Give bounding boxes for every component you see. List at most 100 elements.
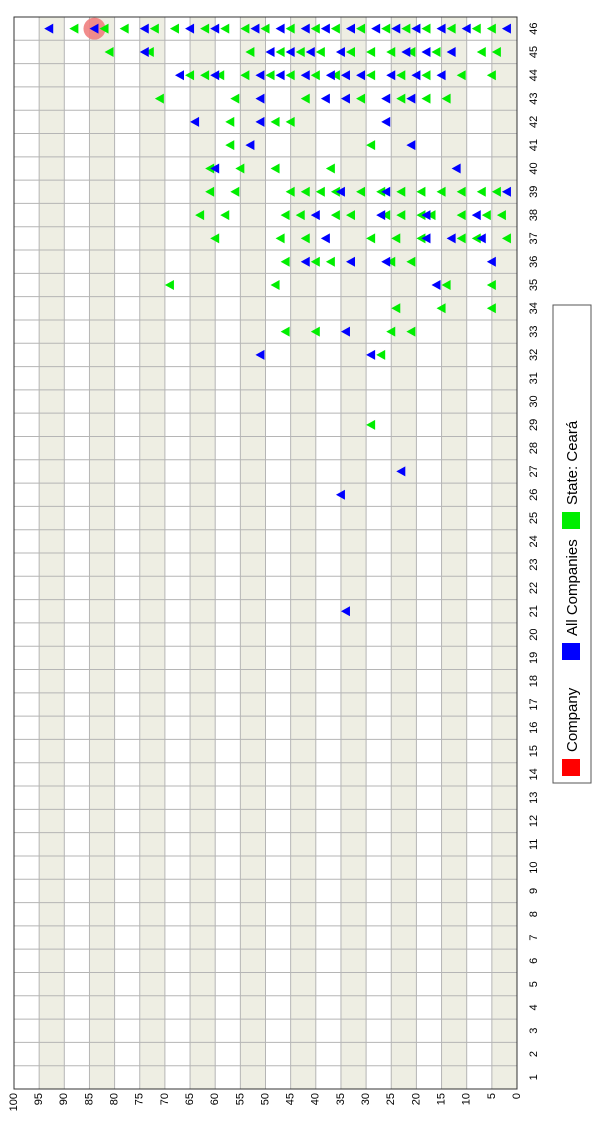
y-tick-label: 20 [410, 1093, 422, 1105]
state-point [366, 70, 376, 81]
state-point [486, 303, 496, 314]
state-point [436, 303, 446, 314]
state-point [356, 23, 366, 34]
all-companies-point [300, 256, 310, 267]
x-tick-label: 17 [528, 698, 540, 710]
x-tick-label: 42 [528, 116, 540, 128]
x-tick-label: 25 [528, 512, 540, 524]
y-axis-ticks: 100 95 90 85 80 75 70 65 60 55 50 45 40 35 30 25 20 15 10 5… [8, 1093, 523, 1111]
all-companies-point [471, 210, 481, 221]
state-point [225, 116, 235, 127]
y-tick-label: 50 [259, 1093, 271, 1105]
x-tick-label: 30 [528, 395, 540, 407]
state-point [225, 140, 235, 151]
state-point [386, 46, 396, 57]
state-point [416, 233, 426, 244]
state-point [456, 70, 466, 81]
state-point [416, 186, 426, 197]
state-point [300, 93, 310, 104]
state-point [285, 70, 295, 81]
state-point [280, 210, 290, 221]
y-tick-label: 10 [461, 1093, 473, 1105]
x-tick-label: 19 [528, 652, 540, 664]
legend-swatch-all-companies [562, 643, 580, 660]
state-point [315, 186, 325, 197]
all-companies-point [346, 23, 356, 34]
state-point [356, 93, 366, 104]
state-point [205, 186, 215, 197]
state-point [421, 70, 431, 81]
all-companies-point [265, 46, 275, 57]
state-point [325, 256, 335, 267]
x-tick-label: 26 [528, 489, 540, 501]
all-companies-point [185, 23, 195, 34]
all-companies-point [320, 93, 330, 104]
state-point [235, 163, 245, 174]
legend-swatch-company [562, 759, 580, 776]
legend-box [552, 304, 592, 784]
state-point [230, 93, 240, 104]
all-companies-point [381, 186, 391, 197]
x-tick-label: 34 [528, 302, 540, 314]
x-tick-label: 24 [528, 535, 540, 547]
all-companies-point [210, 23, 220, 34]
state-point [205, 163, 215, 174]
x-tick-label: 38 [528, 209, 540, 221]
state-point [481, 210, 491, 221]
x-tick-label: 27 [528, 465, 540, 477]
state-point [285, 116, 295, 127]
state-point [295, 210, 305, 221]
y-tick-label: 60 [209, 1093, 221, 1105]
state-point [406, 326, 416, 337]
state-point [346, 46, 356, 57]
all-companies-point [406, 140, 416, 151]
state-point [346, 210, 356, 221]
all-companies-point [340, 93, 350, 104]
all-companies-point [210, 70, 220, 81]
state-point [200, 70, 210, 81]
x-tick-label: 31 [528, 372, 540, 384]
state-point [406, 256, 416, 267]
all-companies-point [391, 23, 401, 34]
state-point [99, 23, 109, 34]
all-companies-point [190, 116, 200, 127]
state-point [366, 46, 376, 57]
x-tick-label: 6 [528, 958, 540, 964]
x-tick-label: 46 [528, 23, 540, 35]
state-point [396, 210, 406, 221]
state-point [285, 23, 295, 34]
state-point [104, 46, 114, 57]
all-companies-point [401, 46, 411, 57]
state-point [491, 46, 501, 57]
all-companies-point [451, 163, 461, 174]
x-tick-label: 12 [528, 815, 540, 827]
all-companies-point [335, 186, 345, 197]
all-companies-point [486, 256, 496, 267]
y-tick-label: 55 [234, 1093, 246, 1105]
all-companies-point [255, 70, 265, 81]
x-tick-label: 18 [528, 675, 540, 687]
x-tick-label: 11 [528, 839, 540, 850]
state-point [149, 23, 159, 34]
all-companies-point [366, 349, 376, 360]
x-tick-label: 35 [528, 279, 540, 291]
all-companies-point [255, 116, 265, 127]
all-companies-point [371, 23, 381, 34]
y-tick-label: 40 [310, 1093, 322, 1105]
state-point [376, 349, 386, 360]
all-companies-point [275, 23, 285, 34]
state-point [456, 233, 466, 244]
x-tick-label: 2 [528, 1051, 540, 1057]
x-tick-label: 32 [528, 349, 540, 361]
state-point [230, 186, 240, 197]
state-point [476, 46, 486, 57]
state-point [280, 326, 290, 337]
state-point [386, 326, 396, 337]
state-point [300, 186, 310, 197]
state-point [270, 163, 280, 174]
state-point [396, 186, 406, 197]
x-tick-label: 40 [528, 162, 540, 174]
x-tick-label: 45 [528, 46, 540, 58]
data-points [44, 17, 511, 617]
legend-label-all-companies: All Companies [564, 539, 581, 636]
